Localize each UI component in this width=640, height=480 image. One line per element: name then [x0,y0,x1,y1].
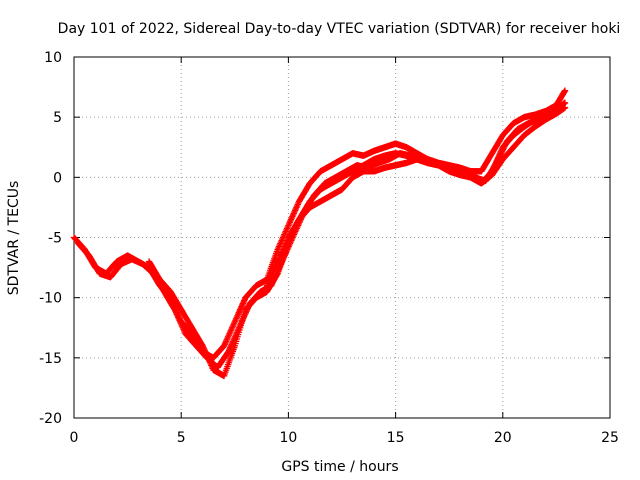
y-tick-label: -20 [39,411,62,427]
x-tick-label: 20 [494,430,512,446]
y-tick-label: -15 [39,351,62,367]
grid [74,57,610,418]
y-tick-label: -10 [39,291,62,307]
y-tick-label: -5 [48,231,62,247]
x-tick-label: 10 [279,430,297,446]
chart-title: Day 101 of 2022, Sidereal Day-to-day VTE… [58,21,621,37]
x-tick-label: 25 [601,430,619,446]
y-tick-label: 10 [44,50,62,66]
axis-ticks: 0 5 10 15 20 25 10 5 0 -5 -10 -15 -20 [39,50,619,446]
x-tick-label: 15 [387,430,405,446]
data-point [561,87,569,94]
x-axis-label: GPS time / hours [281,459,398,475]
y-tick-label: 5 [53,110,62,126]
x-tick-label: 0 [70,430,79,446]
series-track-2 [75,101,567,371]
series-track-1 [70,87,569,362]
y-axis-label: SDTVAR / TECUs [6,181,22,296]
series-track-3 [145,99,569,380]
data-points [70,87,569,380]
y-tick-label: 0 [53,170,62,186]
data-point [561,104,569,111]
x-tick-label: 5 [177,430,186,446]
series-track-4 [263,104,569,289]
data-point [273,271,281,278]
